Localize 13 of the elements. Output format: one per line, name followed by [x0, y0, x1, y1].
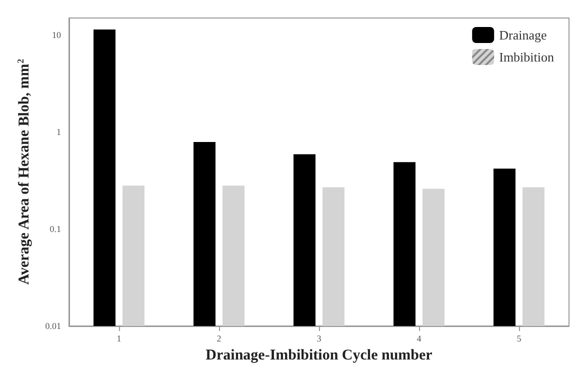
- x-axis-title: Drainage-Imbibition Cycle number: [206, 348, 433, 364]
- x-tick-label: 2: [216, 334, 222, 344]
- legend-label: Drainage: [499, 28, 547, 42]
- y-tick-label: 0.1: [50, 224, 61, 234]
- legend-label: Imbibition: [499, 50, 554, 64]
- y-tick-label: 0.01: [45, 321, 61, 331]
- y-tick-label: 1: [56, 127, 61, 138]
- x-tick-label: 4: [416, 334, 422, 344]
- x-tick-label: 5: [516, 334, 522, 344]
- y-axis-title: Average Area of Hexane Blob, mm2: [16, 58, 32, 285]
- y-tick-label: 10: [52, 30, 62, 40]
- x-tick-label: 3: [316, 334, 322, 344]
- x-tick-label: 1: [116, 334, 122, 344]
